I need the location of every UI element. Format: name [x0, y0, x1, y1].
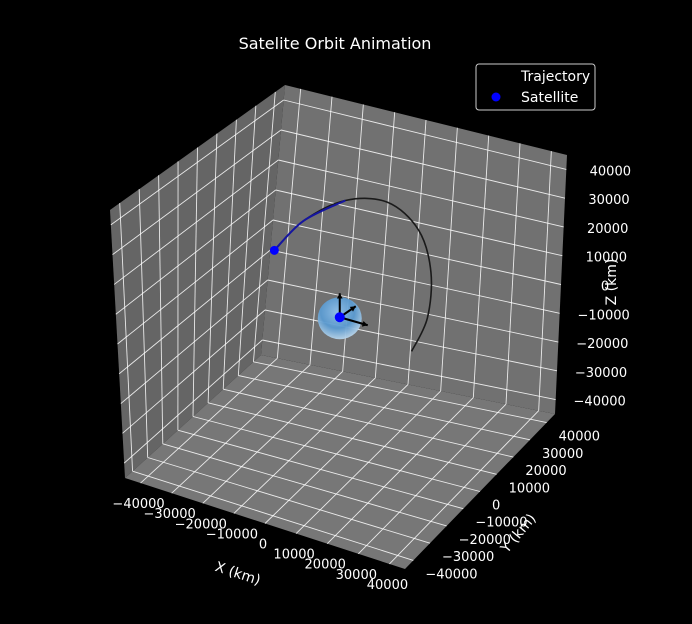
y-tick-label: 20000: [525, 464, 566, 479]
y-tick-label: −30000: [442, 550, 494, 565]
z-gridline-back: [283, 99, 567, 170]
x-tick-label: −20000: [175, 517, 227, 532]
z-arrow-head: [336, 293, 343, 299]
z-tick-label: 30000: [588, 193, 629, 208]
z-tick-label: −20000: [576, 337, 628, 352]
y-gridline-floor: [177, 429, 464, 510]
z-tick-label: −40000: [574, 395, 626, 410]
z-gridline-left: [113, 159, 279, 285]
y-gridline-floor: [223, 388, 514, 458]
z-gridline-left: [110, 99, 284, 226]
satellite-marker: [269, 245, 279, 255]
z-tick-label: 20000: [587, 222, 628, 237]
y-tick-label: −40000: [425, 567, 477, 582]
z-axis-label: Z (km): [604, 259, 620, 306]
y-gridline-floor: [147, 457, 431, 544]
grid-lines: [110, 88, 567, 565]
z-gridline-left: [112, 129, 282, 256]
z-gridline-back: [262, 339, 556, 401]
y-tick-label: 30000: [542, 447, 583, 462]
y-arrow-head: [349, 306, 356, 312]
x-axis-label: X (km): [213, 559, 262, 589]
left-pane: [110, 85, 285, 478]
z-gridline-back: [275, 189, 563, 257]
x-tick-label: 0: [259, 538, 267, 553]
legend-satellite-label: Satellite: [521, 90, 578, 106]
x-tick-label: 20000: [305, 558, 346, 573]
z-tick-label: 40000: [590, 164, 631, 179]
x-tick-label: −10000: [206, 527, 258, 542]
y-gridline-floor: [192, 416, 481, 492]
z-gridline-left: [120, 279, 268, 404]
y-tick-label: −10000: [475, 516, 527, 531]
z-gridline-back: [264, 309, 558, 372]
plot-content: [269, 197, 433, 352]
satellite-center-marker: [334, 312, 345, 323]
z-gridline-back: [270, 249, 560, 314]
chart-title: Satelite Orbit Animation: [239, 34, 432, 53]
z-gridline-back: [278, 159, 564, 228]
y-tick-label: −20000: [459, 533, 511, 548]
y-gridline-floor: [208, 402, 497, 475]
z-gridline-left: [123, 339, 263, 464]
y-gridline-floor: [253, 361, 547, 424]
z-tick-label: −30000: [575, 366, 627, 381]
z-gridline-back: [267, 279, 559, 343]
y-gridline-floor: [162, 443, 447, 527]
legend: Trajectory Satellite: [475, 63, 596, 111]
tick-labels: −40000−30000−20000−100000100002000030000…: [112, 164, 631, 593]
z-tick-label: 0: [601, 280, 609, 295]
y-tick-label: 40000: [559, 430, 600, 445]
z-gridline-back: [280, 129, 566, 199]
x-tick-label: −30000: [144, 507, 196, 522]
x-tick-label: −40000: [112, 497, 164, 512]
z-gridline-back: [272, 219, 562, 285]
x-tick-label: 40000: [367, 578, 408, 593]
legend-trajectory-label: Trajectory: [520, 69, 590, 85]
y-tick-label: 0: [492, 499, 500, 514]
z-tick-label: −10000: [578, 308, 630, 323]
z-gridline-left: [115, 189, 276, 315]
x-tick-label: 10000: [273, 548, 314, 563]
y-gridline-floor: [238, 375, 531, 441]
x-tick-label: 30000: [336, 568, 377, 583]
y-gridline-floor: [132, 470, 414, 561]
trajectory-recent-segment: [273, 199, 346, 252]
z-gridline-left: [118, 249, 271, 375]
z-gridline-left: [122, 309, 266, 434]
z-tick-label: 10000: [586, 251, 627, 266]
legend-satellite-marker: [491, 92, 501, 102]
z-gridline-left: [117, 219, 274, 345]
x-arrow-head: [361, 321, 368, 327]
y-tick-label: 10000: [509, 481, 550, 496]
